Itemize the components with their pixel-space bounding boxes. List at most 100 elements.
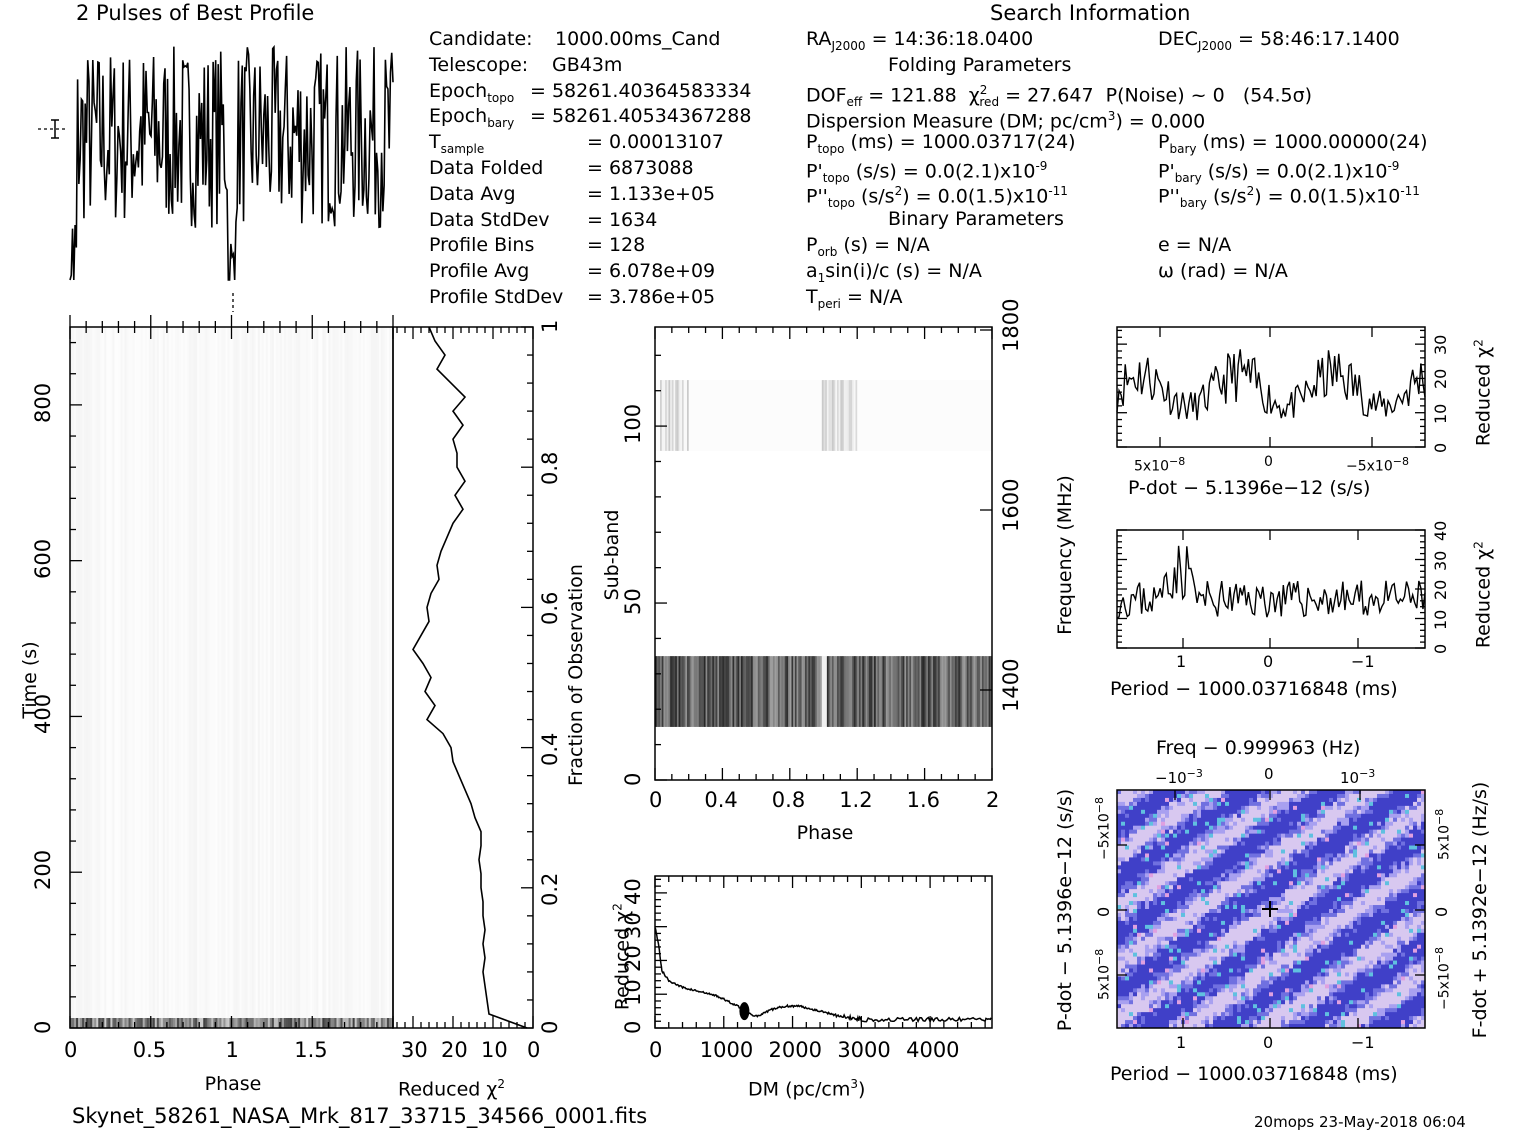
ppdot-cell: [1145, 889, 1150, 894]
ppdot-cell: [1221, 960, 1226, 965]
ppdot-cell: [1365, 797, 1370, 803]
heatmap-column: [257, 327, 261, 1018]
ppdot-cell: [1193, 1000, 1198, 1005]
ppdot-cell: [1281, 1020, 1286, 1025]
ppdot-cell: [1229, 817, 1234, 823]
ppdot-cell: [1189, 790, 1194, 795]
ppdot-cell: [1125, 980, 1130, 985]
ppdot-cell: [1241, 912, 1246, 918]
ppdot-cell: [1217, 1008, 1222, 1013]
heatmap-column: [279, 327, 283, 1018]
ppdot-cell: [1269, 805, 1274, 811]
ppdot-cell: [1329, 1012, 1334, 1017]
ppdot-cell: [1293, 893, 1298, 898]
ppdot-cell: [1157, 972, 1162, 977]
ppdot-cell: [1137, 1000, 1142, 1005]
ppdot-cell: [1341, 845, 1346, 850]
ppdot-cell: [1345, 996, 1350, 1001]
ppdot-cell: [1313, 881, 1318, 886]
subband-faint-column: [857, 380, 860, 451]
ppdot-cell: [1385, 841, 1390, 846]
ppdot-cell: [1249, 984, 1254, 989]
subband-faint-column: [710, 380, 713, 451]
subband-faint-column: [944, 380, 948, 451]
ppdot-cell: [1129, 845, 1134, 850]
subband-column: [847, 656, 850, 727]
ppdot-cell: [1149, 940, 1154, 946]
heatmap-column: [150, 327, 154, 1018]
ppdot-cell: [1133, 1024, 1138, 1029]
ppdot-cell: [1157, 873, 1162, 878]
ppdot-cell: [1369, 988, 1374, 993]
ppdot-cell: [1293, 885, 1298, 890]
ppdot-cell: [1217, 797, 1222, 803]
subband-column: [764, 656, 767, 727]
subband-faint-column: [897, 380, 900, 451]
ppdot-cell: [1301, 980, 1306, 985]
ppdot-cell: [1241, 956, 1246, 961]
ppdot-cell: [1337, 976, 1342, 981]
subband-column: [676, 656, 680, 727]
ppdot-cell: [1245, 909, 1250, 914]
ppdot-cell: [1169, 1016, 1174, 1021]
ppdot-cell: [1285, 849, 1290, 854]
subband-faint-column: [887, 380, 890, 451]
heatmap-first-row: [312, 1018, 315, 1028]
ppdot-cell: [1289, 1024, 1294, 1029]
ppdot-cell: [1245, 857, 1250, 862]
ppdot-cell: [1265, 964, 1270, 969]
ppdot-cell: [1365, 833, 1370, 838]
heatmap-column: [298, 327, 301, 1018]
ppdot-cell: [1117, 1004, 1122, 1009]
subband-column: [685, 656, 688, 727]
ppdot-cell: [1141, 833, 1146, 838]
ppdot-cell: [1201, 805, 1206, 811]
ppdot-cell: [1377, 1004, 1382, 1009]
ppdot-cell: [1189, 841, 1194, 846]
ppdot-cell: [1289, 853, 1294, 858]
ppdot-cell: [1137, 964, 1142, 969]
ppdot-cell: [1169, 936, 1174, 942]
ppdot-cell: [1141, 905, 1146, 910]
ppdot-cell: [1301, 968, 1306, 973]
heatmap-first-row: [306, 1018, 309, 1028]
ppdot-cell: [1277, 877, 1282, 882]
ppdot-cell: [1321, 984, 1326, 989]
ppdot-cell: [1205, 1020, 1210, 1025]
ppdot-cell: [1197, 1016, 1202, 1021]
subband-faint-column: [708, 380, 712, 451]
ppdot-cell: [1241, 976, 1246, 981]
ppdot-cell: [1205, 988, 1210, 993]
ppdot-cell: [1373, 793, 1378, 799]
ppdot-cell: [1301, 1004, 1306, 1009]
ppdot-cell: [1261, 1020, 1266, 1025]
ppdot-cell: [1221, 901, 1226, 906]
ppdot-cell: [1365, 869, 1370, 874]
ppdot-cell: [1369, 861, 1374, 866]
ppdot-cell: [1245, 960, 1250, 965]
ppdot-cell: [1397, 901, 1402, 906]
ppdot-cell: [1377, 805, 1382, 811]
ppdot-cell: [1285, 801, 1290, 807]
ppdot-cell: [1249, 1000, 1254, 1005]
ppdot-cell: [1361, 964, 1366, 969]
ppdot-cell: [1141, 821, 1146, 827]
subband-column: [933, 656, 936, 727]
ppdot-cell: [1353, 1020, 1358, 1025]
subband-column: [959, 656, 963, 727]
heatmap-first-row: [304, 1018, 307, 1028]
ppdot-cell: [1121, 825, 1126, 831]
ppdot-cell: [1217, 813, 1222, 819]
ppdot-cell: [1185, 1008, 1190, 1013]
ppdot-cell: [1373, 988, 1378, 993]
subband-column: [754, 656, 757, 727]
ppdot-cell: [1277, 912, 1282, 918]
ppdot-cell: [1377, 833, 1382, 838]
heatmap-column: [172, 327, 176, 1018]
ppdot-cell: [1189, 980, 1194, 985]
subband-faint-column: [697, 380, 700, 451]
ppdot-cell: [1333, 984, 1338, 989]
ppdot-cell: [1245, 1004, 1250, 1009]
ppdot-cell: [1149, 972, 1154, 977]
ppdot-cell: [1341, 996, 1346, 1001]
